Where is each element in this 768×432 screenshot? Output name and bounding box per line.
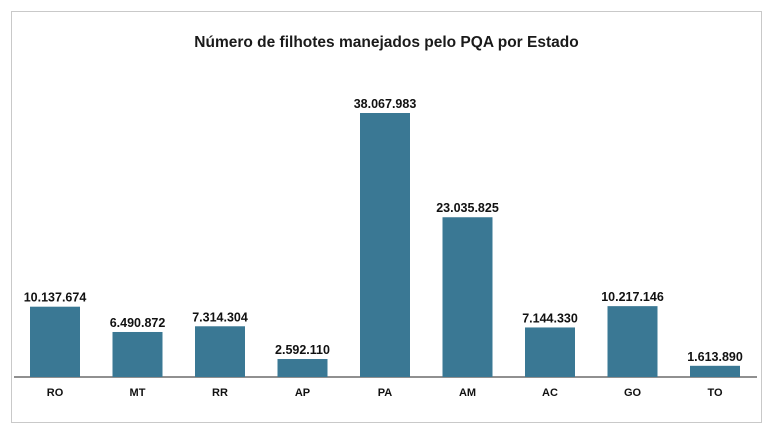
- tick-label-pa: PA: [378, 387, 393, 399]
- data-label-ro: 10.137.674: [24, 291, 87, 305]
- bar-mt: [112, 331, 163, 377]
- bar-am: [442, 217, 493, 377]
- data-label-am: 23.035.825: [436, 201, 499, 215]
- data-label-ac: 7.144.330: [522, 311, 578, 325]
- data-label-to: 1.613.890: [687, 350, 743, 364]
- tick-label-ro: RO: [47, 387, 64, 399]
- tick-label-ac: AC: [542, 387, 558, 399]
- bar-ap: [277, 359, 328, 377]
- bar-go: [607, 306, 658, 377]
- bar-pa: [360, 113, 410, 377]
- data-label-mt: 6.490.872: [110, 316, 166, 330]
- data-label-go: 10.217.146: [601, 290, 664, 304]
- tick-label-rr: RR: [212, 387, 228, 399]
- bar-to: [690, 365, 740, 377]
- chart-title: Número de filhotes manejados pelo PQA po…: [194, 34, 579, 51]
- bar-rr: [195, 326, 245, 377]
- data-label-pa: 38.067.983: [354, 97, 417, 111]
- data-label-ap: 2.592.110: [275, 343, 330, 357]
- tick-label-am: AM: [459, 387, 476, 399]
- tick-label-ap: AP: [295, 387, 310, 399]
- bar-ro: [30, 306, 80, 377]
- bar-ac: [525, 327, 575, 377]
- tick-label-to: TO: [707, 387, 723, 399]
- tick-label-mt: MT: [130, 387, 146, 399]
- data-label-rr: 7.314.304: [192, 310, 248, 324]
- tick-label-go: GO: [624, 387, 642, 399]
